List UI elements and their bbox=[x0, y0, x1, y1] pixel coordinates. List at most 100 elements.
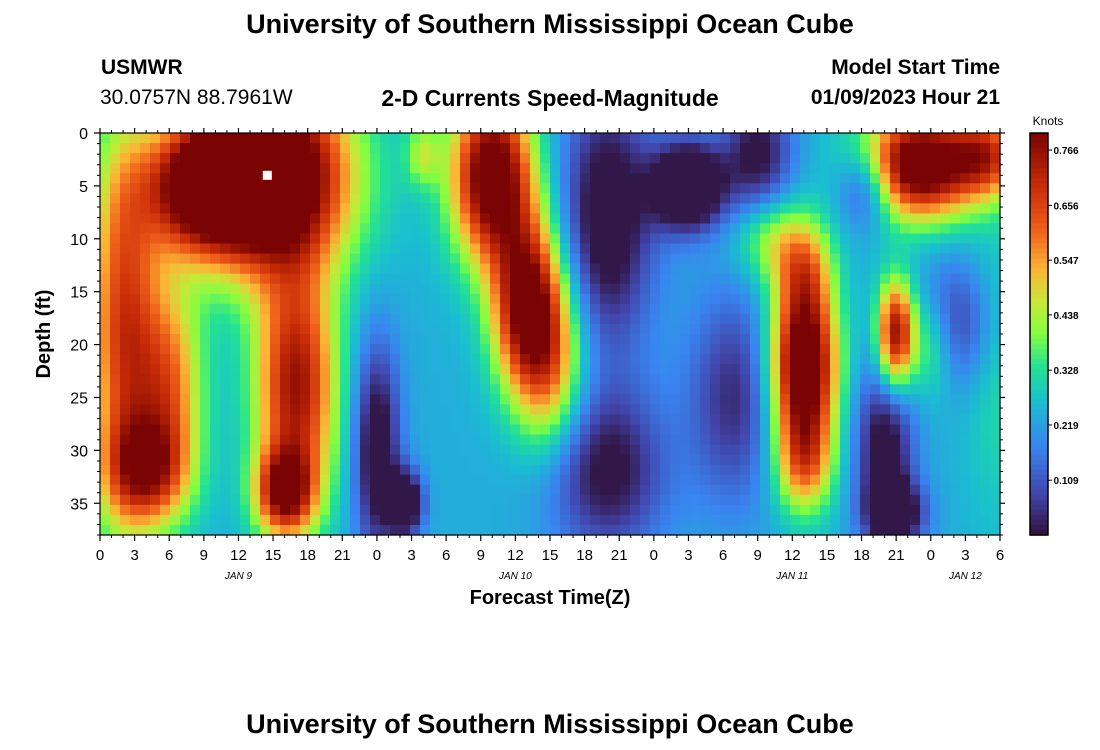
heatmap-cell bbox=[380, 233, 391, 245]
heatmap-cell bbox=[860, 273, 871, 285]
heatmap-cell bbox=[380, 133, 391, 144]
heatmap-cell bbox=[960, 474, 971, 486]
heatmap-cell bbox=[120, 414, 131, 426]
heatmap-cell bbox=[300, 444, 311, 456]
heatmap-cell bbox=[870, 203, 881, 214]
heatmap-cell bbox=[350, 223, 361, 235]
heatmap-cell bbox=[590, 323, 601, 335]
heatmap-cell bbox=[190, 133, 201, 144]
heatmap-cell bbox=[840, 283, 851, 295]
heatmap-cell bbox=[670, 193, 681, 204]
heatmap-cell bbox=[720, 444, 731, 456]
heatmap-cell bbox=[240, 213, 251, 225]
heatmap-cell bbox=[490, 243, 501, 255]
heatmap-cell bbox=[550, 374, 561, 385]
heatmap-cell bbox=[710, 354, 721, 365]
heatmap-cell bbox=[130, 494, 141, 506]
heatmap-cell bbox=[170, 464, 181, 476]
heatmap-cell bbox=[300, 424, 311, 436]
heatmap-cell bbox=[460, 173, 471, 184]
heatmap-cell bbox=[570, 223, 581, 235]
heatmap-cell bbox=[620, 424, 631, 436]
heatmap-cell bbox=[190, 293, 201, 305]
heatmap-cell bbox=[460, 253, 471, 265]
heatmap-cell bbox=[120, 193, 131, 204]
heatmap-cell bbox=[580, 243, 591, 255]
heatmap-cell bbox=[780, 143, 791, 154]
heatmap-cell bbox=[370, 434, 381, 446]
heatmap-cell bbox=[970, 283, 981, 295]
heatmap-cell bbox=[540, 193, 551, 204]
heatmap-cell bbox=[970, 203, 981, 214]
heatmap-cell bbox=[750, 293, 761, 305]
heatmap-cell bbox=[970, 474, 981, 486]
heatmap-cell bbox=[250, 514, 261, 526]
heatmap-cell bbox=[310, 354, 321, 365]
heatmap-cell bbox=[440, 173, 451, 184]
heatmap-cell bbox=[680, 143, 691, 154]
heatmap-cell bbox=[180, 203, 191, 214]
heatmap-cell bbox=[160, 344, 171, 355]
heatmap-cell bbox=[350, 183, 361, 194]
heatmap-cell bbox=[380, 414, 391, 426]
heatmap-cell bbox=[460, 133, 471, 144]
heatmap-cell bbox=[530, 173, 541, 184]
heatmap-cell bbox=[340, 183, 351, 194]
heatmap-cell bbox=[900, 434, 911, 446]
heatmap-cell bbox=[550, 313, 561, 325]
heatmap-cell bbox=[180, 384, 191, 395]
heatmap-cell bbox=[330, 253, 341, 265]
heatmap-cell bbox=[550, 143, 561, 154]
heatmap-cell bbox=[650, 454, 661, 466]
heatmap-cell bbox=[480, 364, 491, 375]
heatmap-cell bbox=[740, 283, 751, 295]
heatmap-cell bbox=[270, 464, 281, 476]
heatmap-cell bbox=[280, 323, 291, 335]
heatmap-cell bbox=[130, 173, 141, 184]
heatmap-cell bbox=[370, 354, 381, 365]
heatmap-cell bbox=[810, 444, 821, 456]
heatmap-cell bbox=[490, 344, 501, 355]
heatmap-cell bbox=[180, 233, 191, 245]
heatmap-cell bbox=[840, 524, 851, 536]
heatmap-cell bbox=[120, 143, 131, 154]
heatmap-cell bbox=[380, 464, 391, 476]
heatmap-cell bbox=[280, 334, 291, 345]
heatmap-cell bbox=[560, 183, 571, 194]
heatmap-cell bbox=[280, 233, 291, 245]
heatmap-cell bbox=[340, 293, 351, 305]
heatmap-cell bbox=[470, 293, 481, 305]
heatmap-cell bbox=[500, 283, 511, 295]
heatmap-cell bbox=[190, 143, 201, 154]
heatmap-cell bbox=[640, 484, 651, 496]
heatmap-cell bbox=[660, 524, 671, 536]
heatmap-cell bbox=[490, 494, 501, 506]
heatmap-cell bbox=[410, 223, 421, 235]
heatmap-cell bbox=[760, 344, 771, 355]
heatmap-cell bbox=[330, 334, 341, 345]
heatmap-cell bbox=[170, 303, 181, 315]
heatmap-cell bbox=[770, 434, 781, 446]
heatmap-cell bbox=[600, 334, 611, 345]
heatmap-cell bbox=[170, 273, 181, 285]
heatmap-cell bbox=[870, 163, 881, 174]
heatmap-cell bbox=[970, 394, 981, 405]
heatmap-cell bbox=[380, 394, 391, 405]
heatmap-cell bbox=[680, 444, 691, 456]
colorbar-segment bbox=[1030, 133, 1048, 139]
heatmap-cell bbox=[140, 454, 151, 466]
heatmap-cell bbox=[910, 253, 921, 265]
heatmap-cell bbox=[370, 484, 381, 496]
heatmap-cell bbox=[340, 213, 351, 225]
heatmap-cell bbox=[510, 253, 521, 265]
heatmap-cell bbox=[340, 153, 351, 164]
heatmap-cell bbox=[550, 464, 561, 476]
heatmap-cell bbox=[630, 454, 641, 466]
heatmap-cell bbox=[910, 313, 921, 325]
heatmap-cell bbox=[270, 344, 281, 355]
heatmap-cell bbox=[810, 153, 821, 164]
heatmap-cell bbox=[680, 364, 691, 375]
heatmap-cell bbox=[670, 344, 681, 355]
heatmap-cell bbox=[680, 514, 691, 526]
heatmap-cell bbox=[780, 404, 791, 415]
